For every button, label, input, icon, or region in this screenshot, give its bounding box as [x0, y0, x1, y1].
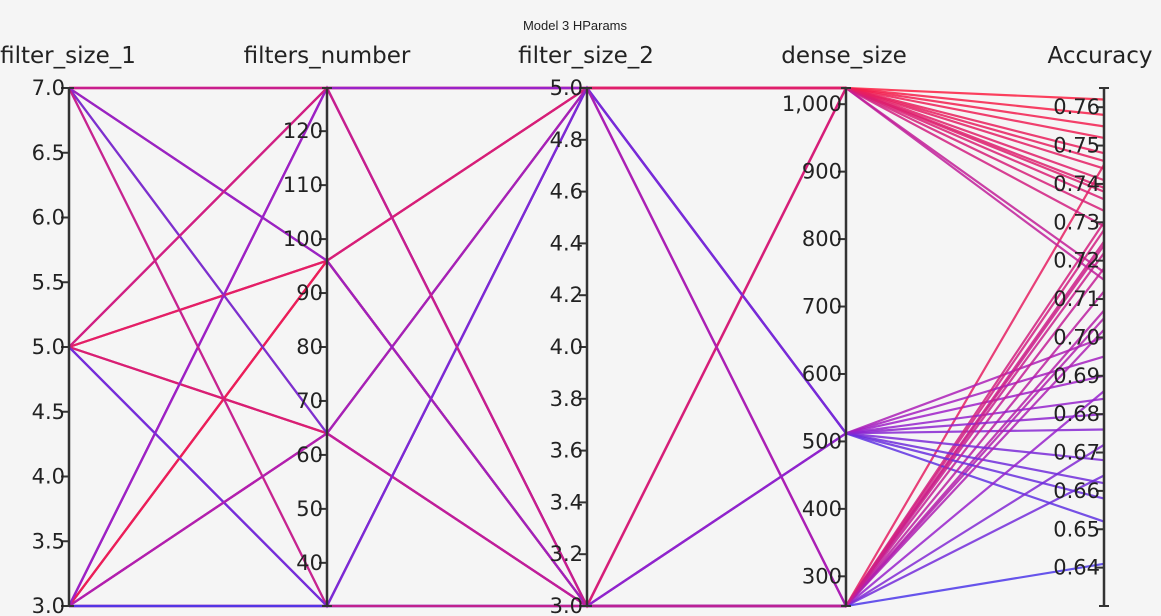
axis-filters-number[interactable]: 40 50 60 70 80 90 100 110 120 filters_number	[244, 43, 411, 607]
tick-label: 0.73	[1053, 210, 1100, 234]
tick-label: 4.0	[550, 335, 583, 359]
tick-label: 0.71	[1053, 287, 1100, 311]
tick-label: 600	[802, 362, 842, 386]
tick-label: 3.8	[550, 387, 583, 411]
tick-label: 4.0	[32, 465, 65, 489]
tick-label: 300	[802, 564, 842, 588]
tick-label: 120	[283, 119, 323, 143]
tick-label: 60	[296, 443, 323, 467]
tick-label: 3.4	[550, 490, 583, 514]
tick-label: 0.75	[1053, 134, 1100, 158]
tick-label: 700	[802, 295, 842, 319]
axis-name: filter_size_2	[518, 43, 654, 69]
tick-label: 40	[296, 551, 323, 575]
tick-label: 0.72	[1053, 249, 1100, 273]
tick-label: 4.8	[550, 128, 583, 152]
axis-name: dense_size	[781, 43, 907, 69]
tick-label: 6.0	[32, 206, 65, 230]
chart-title: Model 3 HParams	[523, 18, 628, 33]
tick-label: 50	[296, 497, 323, 521]
axis-filter-size-2[interactable]: 3.0 3.2 3.4 3.6 3.8 4.0 4.2 4.4 4.6 4.8 5.0 filter_…	[518, 43, 654, 616]
axis-name: filter_size_1	[0, 43, 136, 69]
tick-label: 7.0	[32, 76, 65, 100]
tick-label: 110	[283, 173, 323, 197]
axis-filter-size-1[interactable]: 3.0 3.5 4.0 4.5 5.0 5.5 6.0 6.5 7.0 filter_size_1	[0, 43, 136, 616]
tick-label: 0.76	[1053, 95, 1100, 119]
tick-label: 0.69	[1053, 364, 1100, 388]
tick-label: 90	[296, 281, 323, 305]
axis-name: Accuracy	[1047, 43, 1152, 69]
tick-label: 4.5	[32, 400, 65, 424]
tick-label: 500	[802, 429, 842, 453]
tick-label: 3.2	[550, 542, 583, 566]
tick-label: 0.74	[1053, 172, 1100, 196]
tick-label: 6.5	[32, 141, 65, 165]
tick-label: 5.5	[32, 270, 65, 294]
tick-label: 3.0	[32, 594, 65, 616]
tick-label: 80	[296, 335, 323, 359]
tick-label: 0.66	[1053, 479, 1100, 503]
tick-label: 4.6	[550, 180, 583, 204]
tick-label: 100	[283, 227, 323, 251]
tick-label: 0.70	[1053, 325, 1100, 349]
tick-label: 3.0	[550, 594, 583, 616]
axes-layer: 3.0 3.5 4.0 4.5 5.0 5.5 6.0 6.5 7.0 filter_size_1…	[0, 43, 1152, 616]
tick-label: 0.67	[1053, 441, 1100, 465]
axis-name: filters_number	[244, 43, 411, 69]
tick-label: 800	[802, 227, 842, 251]
tick-label: 3.6	[550, 439, 583, 463]
tick-label: 900	[802, 160, 842, 184]
tick-label: 4.2	[550, 283, 583, 307]
tick-label: 1,000	[782, 92, 842, 116]
tick-label: 4.4	[550, 231, 583, 255]
tick-label: 0.68	[1053, 402, 1100, 426]
tick-label: 5.0	[550, 76, 583, 100]
axis-Accuracy[interactable]: 0.64 0.65 0.66 0.67 0.68 0.69 0.70 0.71 0.72 0.73…	[1047, 43, 1153, 607]
tick-label: 0.65	[1053, 517, 1100, 541]
tick-label: 5.0	[32, 335, 65, 359]
tick-label: 0.64	[1053, 556, 1100, 580]
tick-label: 3.5	[32, 529, 65, 553]
axis-dense-size[interactable]: 300 400 500 600 700 800 900 1,000 dense_size	[781, 43, 907, 607]
tick-label: 70	[296, 389, 323, 413]
tick-label: 400	[802, 497, 842, 521]
